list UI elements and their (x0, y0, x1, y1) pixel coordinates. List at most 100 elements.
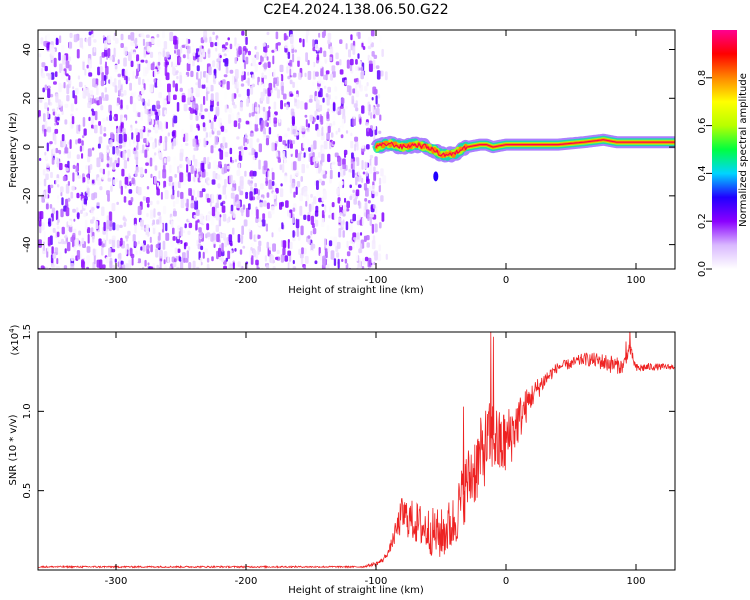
spectrogram-noise-cell (195, 209, 200, 216)
spectrogram-noise-cell (208, 131, 212, 138)
spectrogram-noise-cell (46, 142, 49, 152)
spectrogram-noise-cell (146, 78, 150, 83)
spectrogram-noise-cell (300, 225, 304, 236)
spectrogram-noise-cell (190, 200, 195, 204)
spectrogram-noise-cell (254, 182, 257, 188)
spectrogram-noise-cell (216, 38, 219, 48)
spectrogram-noise-cell (338, 217, 342, 223)
spectrogram-noise-cell (212, 31, 215, 35)
spectrogram-noise-cell (249, 220, 254, 229)
spectrogram-noise-cell (206, 223, 210, 231)
spectrogram-noise-cell (364, 85, 368, 92)
spectrogram-noise-cell (227, 250, 231, 260)
spectrogram-noise-cell (153, 208, 156, 218)
spectrogram-noise-cell (212, 75, 216, 83)
spectrogram-noise-cell (242, 245, 246, 249)
spectrogram-noise-cell (207, 81, 211, 92)
spectrogram-noise-cell (106, 215, 109, 222)
spectrogram-noise-cell (130, 197, 134, 202)
spectrogram-noise-cell (218, 161, 222, 168)
spectrogram-noise-cell (251, 103, 255, 113)
spectrogram-noise-cell (67, 56, 72, 62)
spectrogram-noise-cell (102, 238, 106, 244)
spectrogram-noise-cell (108, 239, 112, 245)
spectrogram-noise-cell (91, 179, 95, 184)
spectrogram-noise-cell (210, 121, 214, 130)
spectrogram-noise-cell (366, 242, 370, 248)
spectrogram-noise-cell (349, 240, 353, 244)
spectrogram-noise-cell (186, 198, 189, 209)
spectrogram-noise-cell (102, 168, 105, 175)
spectrogram-noise-cell (218, 60, 221, 71)
spectrogram-noise-cell (341, 97, 345, 104)
spectrogram-noise-cell (97, 66, 101, 76)
spectrogram-noise-cell (85, 38, 88, 42)
spectrogram-noise-cell (325, 266, 330, 269)
spectrogram-noise-cell (169, 31, 174, 42)
spectrogram-noise-cell (349, 184, 352, 189)
spectrogram-noise-cell (114, 64, 118, 73)
spectrogram-noise-cell (40, 265, 45, 269)
spectrogram-noise-cell (349, 222, 353, 232)
spectrogram-noise-cell (251, 209, 254, 215)
spectrogram-noise-cell (248, 152, 252, 156)
spectrogram-noise-cell (134, 170, 138, 177)
spectrogram-noise-cell (256, 195, 260, 200)
spectrogram-noise-cell (71, 185, 76, 191)
spectrogram-noise-cell (252, 170, 257, 177)
spectrogram-noise-cell (117, 73, 121, 78)
spectrogram-noise-cell (257, 250, 260, 255)
spectrogram-noise-cell (282, 240, 287, 249)
spectrogram-noise-cell (353, 198, 357, 205)
spectrogram-noise-cell (119, 224, 123, 228)
spectrogram-noise-cell (311, 223, 315, 229)
spectrogram-noise-cell (271, 181, 275, 186)
snr-frame (37, 331, 676, 571)
spectrogram-noise-cell (225, 66, 229, 74)
spectrogram-noise-cell (85, 87, 90, 97)
spectrogram-noise-cell (127, 77, 130, 82)
spectrogram-noise-cell (141, 98, 144, 103)
spectrogram-noise-cell (189, 124, 193, 132)
spectrogram-noise-cell (52, 253, 57, 259)
spectrogram-noise-cell (245, 194, 248, 199)
spectrogram-noise-cell (368, 111, 371, 116)
spectrogram-noise-cell (294, 49, 297, 53)
spectrogram-noise-cell (238, 163, 241, 171)
spectrogram-noise-cell (249, 230, 253, 240)
spectrogram-noise-cell (111, 235, 116, 241)
spectrogram-noise-cell (248, 203, 251, 210)
spectrogram-noise-cell (70, 113, 74, 117)
spectrogram-noise-cell (358, 80, 362, 89)
spectrogram-noise-cell (165, 121, 168, 129)
spectrogram-noise-cell (367, 36, 372, 44)
spectrogram-noise-cell (245, 120, 250, 125)
spectrogram-y-axis-label: Frequency (Hz) (8, 112, 19, 188)
spectrogram-noise-cell (264, 255, 267, 262)
spectrogram-noise-cell (268, 117, 272, 124)
spectrogram-noise-cell (46, 163, 50, 168)
spectrogram-noise-cell (106, 116, 109, 121)
spectrogram-noise-cell (160, 191, 163, 200)
spectrogram-noise-cell (188, 222, 193, 229)
spectrogram-noise-cell (240, 235, 244, 244)
spectrogram-noise-cell (216, 130, 221, 136)
spectrogram-noise-cell (222, 55, 226, 59)
spectrogram-noise-cell (167, 83, 171, 93)
spectrogram-noise-cell (323, 30, 326, 37)
spectrogram-noise-cell (174, 258, 177, 263)
spectrogram-noise-cell (179, 226, 183, 237)
spectrogram-noise-cell (282, 93, 287, 100)
spectrogram-noise-cell (334, 95, 338, 100)
spectrogram-noise-cell (292, 266, 297, 269)
spectrogram-noise-cell (188, 217, 191, 222)
spectrogram-noise-cell (130, 253, 135, 259)
spectrogram-noise-cell (170, 216, 173, 221)
spectrogram-noise-cell (60, 192, 63, 197)
spectrogram-noise-cell (72, 232, 76, 238)
spectrogram-noise-cell (337, 157, 342, 167)
spectrogram-noise-cell (318, 164, 322, 172)
spectrogram-noise-cell (318, 178, 322, 184)
spectrogram-noise-cell (111, 203, 116, 212)
spectrogram-noise-cell (342, 164, 346, 170)
